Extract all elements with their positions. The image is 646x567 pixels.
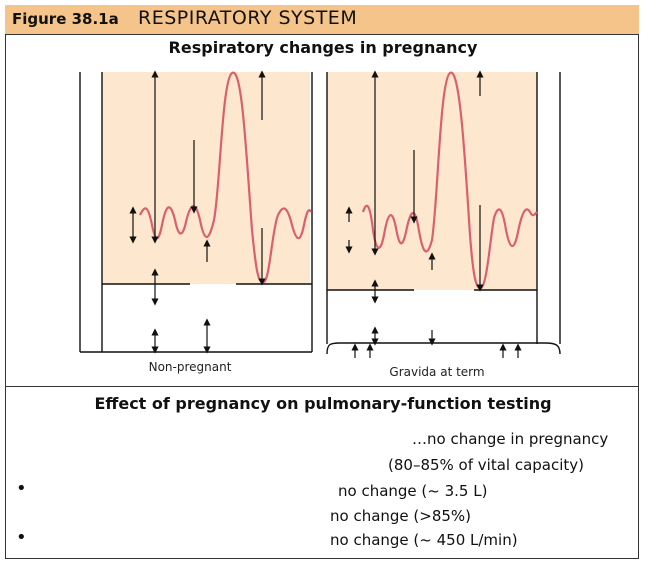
diagram-title: Respiratory changes in pregnancy bbox=[168, 38, 478, 57]
panel-caption-gravida: Gravida at term bbox=[389, 365, 484, 379]
spirometry-curve bbox=[361, 71, 538, 290]
section-divider bbox=[5, 386, 639, 387]
figure-header bbox=[5, 5, 639, 35]
table-row: no change (~ 450 L/min) bbox=[330, 531, 518, 549]
section-title: Effect of pregnancy on pulmonary-functio… bbox=[94, 394, 552, 413]
lung-volume-diagram: Non-pregnant Gravida at term bbox=[79, 70, 561, 379]
table-row: no change (>85%) bbox=[330, 507, 472, 525]
spirometry-curve bbox=[139, 71, 312, 284]
row-bullet: • bbox=[16, 527, 27, 548]
panel-gravida-at-term: Gravida at term bbox=[326, 70, 561, 379]
panel-non-pregnant: Non-pregnant bbox=[79, 70, 313, 374]
table-row: no change (~ 3.5 L) bbox=[338, 482, 488, 500]
figure-label: Figure 38.1a bbox=[12, 10, 119, 28]
panel-caption-non-pregnant: Non-pregnant bbox=[149, 360, 232, 374]
table-row: (80–85% of vital capacity) bbox=[388, 456, 585, 474]
lung-capacity-fill bbox=[102, 72, 310, 284]
table-row: …no change in pregnancy bbox=[412, 430, 609, 448]
row-bullet: • bbox=[16, 478, 27, 499]
panel-baseline bbox=[326, 342, 561, 355]
figure-title: RESPIRATORY SYSTEM bbox=[138, 7, 358, 29]
